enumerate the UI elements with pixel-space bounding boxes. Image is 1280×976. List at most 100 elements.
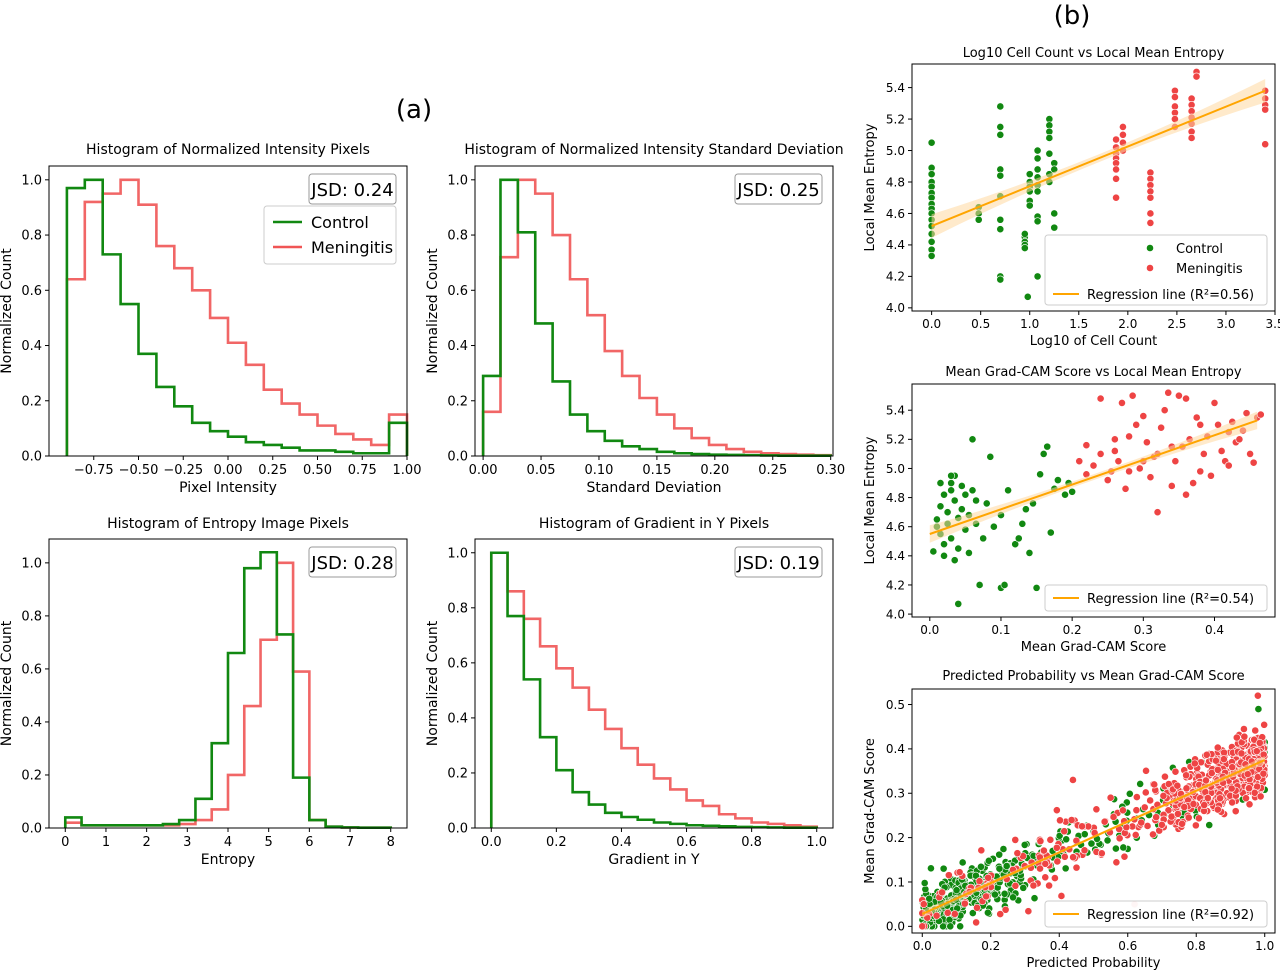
- point-meningitis: [1060, 827, 1069, 836]
- point-meningitis: [1157, 820, 1166, 829]
- point-control: [974, 215, 983, 224]
- point-meningitis: [1146, 209, 1155, 218]
- point-meningitis: [984, 873, 993, 882]
- point-control: [1033, 154, 1042, 163]
- point-meningitis: [1260, 720, 1269, 729]
- point-meningitis: [1182, 784, 1191, 793]
- y-tick-label: 4.2: [886, 270, 905, 284]
- x-tick-label: 1.5: [1069, 317, 1088, 331]
- regression-line: [921, 759, 1266, 915]
- y-axis-label: Mean Grad-CAM Score: [863, 738, 878, 884]
- point-control: [982, 499, 991, 508]
- point-control: [1045, 149, 1054, 158]
- point-meningitis: [1112, 193, 1120, 202]
- point-meningitis: [1112, 174, 1120, 183]
- y-tick-label: 4.2: [886, 578, 905, 592]
- y-tick-label: 0.2: [21, 394, 42, 409]
- point-control: [1019, 883, 1028, 892]
- x-tick-label: 1.0: [1020, 317, 1039, 331]
- y-tick-label: 4.6: [886, 520, 905, 534]
- chart-title: Log10 Cell Count vs Local Mean Entropy: [963, 46, 1225, 61]
- point-meningitis: [1114, 457, 1123, 466]
- y-tick-label: 0.8: [447, 229, 468, 244]
- point-control: [940, 490, 948, 499]
- point-meningitis: [1192, 413, 1201, 422]
- point-control: [936, 502, 945, 511]
- legend-label: Control: [1176, 242, 1223, 257]
- y-tick-label: 1.0: [447, 173, 468, 188]
- point-meningitis: [1187, 134, 1196, 142]
- point-meningitis: [1235, 435, 1244, 444]
- point-meningitis: [955, 868, 964, 877]
- x-tick-label: 0.10: [584, 463, 613, 478]
- y-tick-label: 0.5: [886, 698, 905, 712]
- point-meningitis: [1190, 759, 1199, 768]
- jsd-label: JSD: 0.25: [736, 180, 819, 201]
- point-meningitis: [1132, 806, 1141, 815]
- point-control: [1054, 476, 1062, 485]
- point-meningitis: [1184, 813, 1193, 822]
- point-meningitis: [996, 910, 1005, 918]
- point-control: [957, 505, 966, 514]
- point-meningitis: [1112, 858, 1121, 867]
- x-tick-label: 5: [265, 835, 273, 850]
- x-tick-label: 0.50: [303, 463, 332, 478]
- y-axis-label: Local Mean Entropy: [863, 123, 878, 251]
- point-control: [996, 102, 1005, 111]
- point-meningitis: [1036, 837, 1045, 846]
- point-meningitis: [1192, 72, 1201, 81]
- point-meningitis: [1224, 461, 1233, 470]
- y-tick-label: 0.4: [886, 742, 905, 756]
- x-tick-label: 0.0: [920, 623, 939, 637]
- point-meningitis: [1245, 784, 1253, 793]
- point-meningitis: [1240, 732, 1249, 741]
- point-meningitis: [1045, 881, 1053, 890]
- x-axis-label: Predicted Probability: [1027, 956, 1161, 971]
- chart-hist-entropy: 0 1 2 3 4 5 6 7 8 0.0 0.2 0.4 0.6 0.8 1.0 Histogram of …: [0, 516, 408, 868]
- point-meningitis: [1110, 447, 1119, 455]
- point-meningitis: [1171, 93, 1179, 101]
- point-meningitis: [1219, 755, 1228, 764]
- x-tick-label: 2.5: [1167, 317, 1186, 331]
- point-meningitis: [1051, 874, 1059, 882]
- chart-title: Histogram of Gradient in Y Pixels: [539, 516, 769, 532]
- point-control: [996, 130, 1005, 139]
- point-meningitis: [1142, 766, 1150, 775]
- point-control: [957, 482, 966, 490]
- point-meningitis: [1152, 813, 1161, 822]
- y-tick-label: 0.0: [447, 822, 468, 837]
- point-meningitis: [1245, 800, 1254, 809]
- x-tick-label: 0.00: [214, 463, 243, 478]
- point-control: [925, 894, 934, 903]
- point-meningitis: [1191, 821, 1200, 830]
- point-meningitis: [975, 877, 984, 886]
- y-axis-label: Normalized Count: [425, 248, 441, 374]
- point-control: [1033, 146, 1042, 155]
- x-tick-label: 2.0: [1118, 317, 1137, 331]
- point-control: [991, 890, 999, 899]
- hist-series-meningitis: [65, 178, 409, 456]
- x-axis-label: Log10 of Cell Count: [1030, 334, 1158, 349]
- y-tick-label: 5.2: [886, 433, 905, 447]
- point-meningitis: [1052, 843, 1061, 852]
- point-control: [995, 864, 1004, 873]
- point-meningitis: [1075, 457, 1084, 466]
- point-meningitis: [960, 899, 969, 908]
- y-tick-label: 0.2: [886, 831, 905, 845]
- point-meningitis: [1213, 805, 1222, 814]
- x-tick-label: 1: [102, 835, 110, 850]
- point-control: [946, 922, 955, 931]
- x-tick-label: 0.4: [1205, 623, 1224, 637]
- x-tick-label: 0.6: [676, 835, 697, 850]
- chart-hist-grad: 0.0 0.2 0.4 0.6 0.8 1.0 0.0 0.2 0.4 0.6 0.8 1.0 Hist…: [425, 516, 834, 868]
- point-control: [968, 435, 977, 444]
- point-meningitis: [1255, 738, 1264, 747]
- chart-scatter-cellcount: 0.0 0.5 1.0 1.5 2.0 2.5 3.0 3.5 4.0 4.2 4.4 4.6 4.8 5…: [863, 46, 1280, 349]
- plot-area: [929, 388, 1265, 608]
- point-control: [1062, 835, 1071, 844]
- point-meningitis: [1249, 458, 1258, 467]
- chart-scatter-gradcam-entropy: 0.0 0.1 0.2 0.3 0.4 4.0 4.2 4.4 4.6 4.8 5.0 5.2 5.4 M…: [863, 365, 1276, 655]
- point-meningitis: [1041, 859, 1050, 868]
- point-meningitis: [1159, 791, 1168, 800]
- hist-series-meningitis: [481, 178, 832, 457]
